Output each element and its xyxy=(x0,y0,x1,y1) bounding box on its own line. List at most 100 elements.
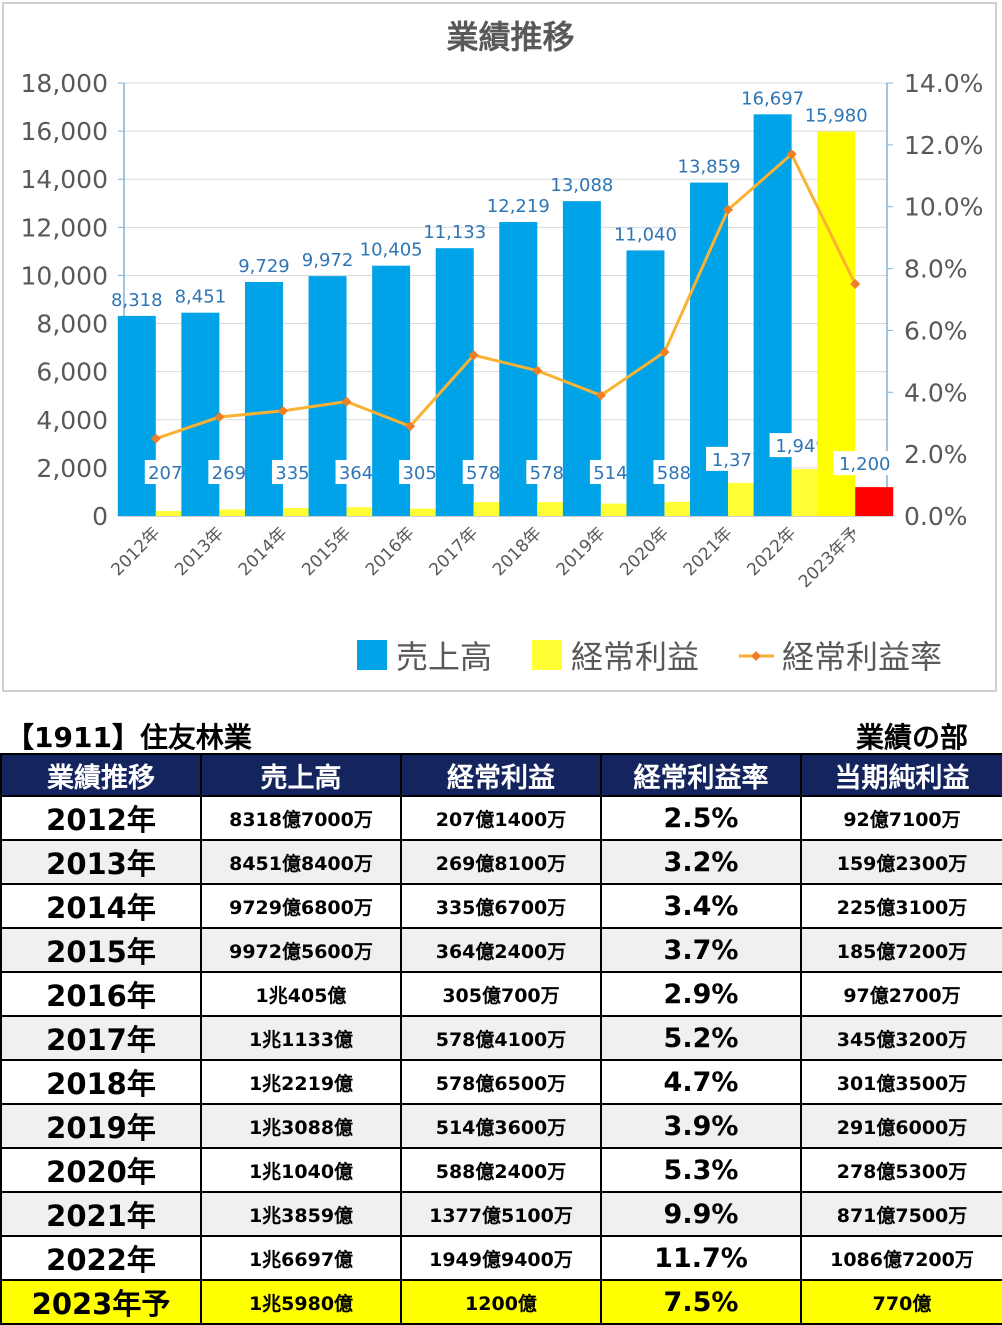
profit-rate-marker xyxy=(595,390,606,401)
sales-cell: 1兆5980億 xyxy=(200,1279,402,1325)
sales-cell: 1兆3088億 xyxy=(200,1103,402,1149)
profit-rate-cell: 2.9% xyxy=(600,971,802,1017)
table-row: 2017年 1兆1133億 578億4100万 5.2% 345億3200万 xyxy=(0,1015,1002,1061)
y-left-tick-label: 16,000 xyxy=(21,117,108,146)
net-income-cell: 97億2700万 xyxy=(800,971,1002,1017)
y-right-tick-label: 6.0% xyxy=(904,316,968,345)
legend-rate-marker xyxy=(751,651,761,661)
profit-data-label: 364 xyxy=(339,463,373,484)
period-cell: 2016年 xyxy=(0,971,202,1017)
period-cell: 2023年予 xyxy=(0,1279,202,1325)
sales-data-label: 15,980 xyxy=(805,106,868,127)
sales-data-label: 11,040 xyxy=(614,224,677,245)
sales-data-label: 13,088 xyxy=(550,175,613,196)
y-left-tick-label: 8,000 xyxy=(36,310,108,339)
net-income-cell: 278億5300万 xyxy=(800,1147,1002,1193)
x-tick-label: 2023年予 xyxy=(795,523,864,592)
sales-bar xyxy=(117,315,156,516)
profit-data-label: 588 xyxy=(657,463,691,484)
x-tick-label: 2012年 xyxy=(108,523,165,580)
results-table: 業績推移 売上高 経常利益 経常利益率 当期純利益 2012年 8318億7000… xyxy=(0,753,1002,1325)
net-income-cell: 291億6000万 xyxy=(800,1103,1002,1149)
profit-label-background xyxy=(399,460,441,484)
legend-sales-label: 売上高 xyxy=(396,638,492,676)
profit-data-label: 1,949 xyxy=(775,436,827,457)
net-income-cell: 301億3500万 xyxy=(800,1059,1002,1105)
ordinary-profit-cell: 207億1400万 xyxy=(400,795,602,841)
y-right-tick-label: 0.0% xyxy=(904,502,968,531)
profit-rate-line xyxy=(155,151,857,441)
profit-label-background xyxy=(462,460,504,484)
ordinary-profit-cell: 335億6700万 xyxy=(400,883,602,929)
profit-data-label: 1,377 xyxy=(712,450,764,471)
header-net-income: 当期純利益 xyxy=(800,753,1002,797)
y-left-tick-label: 18,000 xyxy=(21,69,108,98)
table-row: 2012年 8318億7000万 207億1400万 2.5% 92億7100万 xyxy=(0,795,1002,841)
profit-label-background xyxy=(335,460,377,484)
profit-bar xyxy=(155,511,194,516)
chart-panel: 業績推移 0 2,000 4,000 6,000 8,000 10,000 12,000 14,… xyxy=(2,2,997,692)
table-row: 2013年 8451億8400万 269億8100万 3.2% 159億2300万 xyxy=(0,839,1002,885)
profit-rate-marker xyxy=(659,347,670,358)
net-income-cell: 345億3200万 xyxy=(800,1015,1002,1061)
profit-bar xyxy=(282,507,321,516)
x-tick-label: 2013年 xyxy=(171,523,228,580)
sales-bar xyxy=(181,312,220,516)
period-cell: 2019年 xyxy=(0,1103,202,1149)
ordinary-profit-cell: 364億2400万 xyxy=(400,927,602,973)
profit-rate-marker xyxy=(723,204,734,215)
profit-label-background xyxy=(208,460,250,484)
profit-label-background xyxy=(144,460,186,484)
x-tick-label: 2022年 xyxy=(743,523,800,580)
period-cell: 2020年 xyxy=(0,1147,202,1193)
profit-rate-cell: 5.3% xyxy=(600,1147,802,1193)
sales-cell: 1兆1040億 xyxy=(200,1147,402,1193)
profit-data-label: 578 xyxy=(466,463,500,484)
y-left-tick-label: 4,000 xyxy=(36,406,108,435)
y-right-tick-label: 2.0% xyxy=(904,440,968,469)
profit-rate-cell: 3.2% xyxy=(600,839,802,885)
profit-rate-cell: 11.7% xyxy=(600,1235,802,1281)
table-row: 2014年 9729億6800万 335億6700万 3.4% 225億3100万 xyxy=(0,883,1002,929)
sales-cell: 1兆405億 xyxy=(200,971,402,1017)
sales-cell: 1兆1133億 xyxy=(200,1015,402,1061)
period-cell: 2014年 xyxy=(0,883,202,929)
performance-chart: 業績推移 0 2,000 4,000 6,000 8,000 10,000 12,000 14,… xyxy=(21,18,984,676)
profit-label-background xyxy=(589,460,631,484)
profit-data-label: 514 xyxy=(593,463,627,484)
profit-label-background xyxy=(271,460,313,484)
company-name: 【1911】住友林業 xyxy=(6,721,252,754)
y-right-tick-label: 4.0% xyxy=(904,378,968,407)
period-cell: 2013年 xyxy=(0,839,202,885)
legend-sales-swatch xyxy=(357,640,387,670)
x-tick-label: 2021年 xyxy=(680,523,737,580)
net-income-cell: 92億7100万 xyxy=(800,795,1002,841)
profit-rate-marker xyxy=(786,149,797,160)
x-tick-label: 2019年 xyxy=(553,523,610,580)
net-income-cell: 1086億7200万 xyxy=(800,1235,1002,1281)
ordinary-profit-cell: 269億8100万 xyxy=(400,839,602,885)
y-left-tick-label: 6,000 xyxy=(36,358,108,387)
sales-data-label: 16,697 xyxy=(741,88,804,109)
ordinary-profit-cell: 305億700万 xyxy=(400,971,602,1017)
period-cell: 2012年 xyxy=(0,795,202,841)
sales-data-label: 8,451 xyxy=(175,287,227,308)
x-tick-label: 2016年 xyxy=(362,523,419,580)
y-right-tick-label: 10.0% xyxy=(904,193,983,222)
y-left-tick-label: 0 xyxy=(92,502,108,531)
legend-rate-label: 経常利益率 xyxy=(782,638,942,676)
profit-label-background xyxy=(653,460,695,484)
sales-cell: 9729億6800万 xyxy=(200,883,402,929)
header-period: 業績推移 xyxy=(0,753,202,797)
ordinary-profit-cell: 1949億9400万 xyxy=(400,1235,602,1281)
sales-data-label: 12,219 xyxy=(487,196,550,217)
profit-rate-cell: 2.5% xyxy=(600,795,802,841)
y-right-tick-label: 8.0% xyxy=(904,255,968,284)
table-row: 2020年 1兆1040億 588億2400万 5.3% 278億5300万 xyxy=(0,1147,1002,1193)
ordinary-profit-cell: 514億3600万 xyxy=(400,1103,602,1149)
y-left-tick-label: 10,000 xyxy=(21,261,108,290)
sales-data-label: 9,972 xyxy=(302,250,354,271)
profit-bar xyxy=(346,507,385,516)
sales-data-label: 10,405 xyxy=(360,240,423,261)
profit-rate-cell: 3.9% xyxy=(600,1103,802,1149)
